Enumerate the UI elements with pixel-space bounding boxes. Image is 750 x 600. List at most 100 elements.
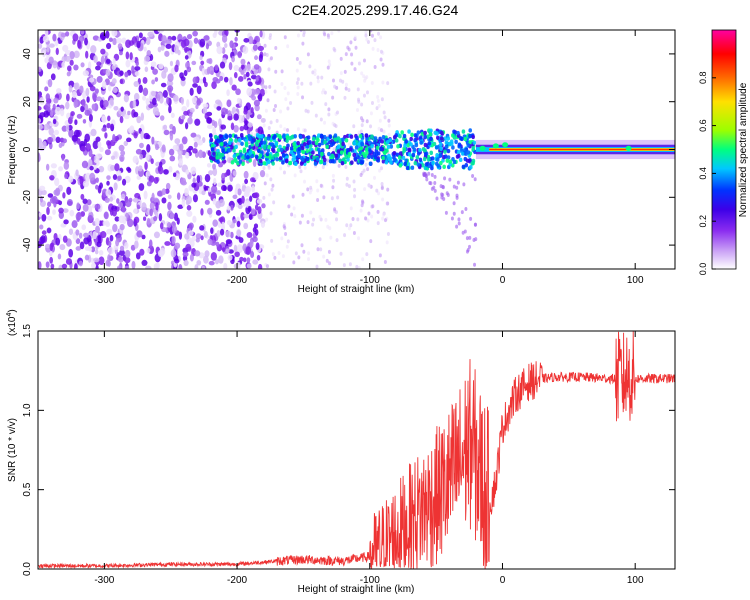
spectrogram-noise-blob [322, 254, 326, 259]
spectrogram-noise-blob [141, 259, 148, 267]
spectrogram-noise-blob [172, 94, 179, 102]
spectrogram-noise-blob [371, 46, 375, 51]
spectrogram-noise-blob [59, 108, 65, 117]
spectrogram-noise-blob [316, 247, 320, 252]
spectrogram-noise-blob [196, 260, 202, 266]
spectrogram-noise-blob [316, 198, 320, 203]
spectrogram-noise-blob [357, 61, 361, 66]
spectrogram-noise-blob [194, 118, 201, 126]
spectrogram-noise-blob [100, 48, 106, 55]
spectrogram-band-blob [308, 143, 313, 149]
spectrogram-noise-blob [132, 99, 137, 108]
spectrogram-noise-blob [327, 59, 331, 64]
spectrogram-noise-blob [73, 82, 78, 90]
spectrogram-noise-blob [45, 261, 50, 269]
spectrogram-noise-blob [379, 49, 383, 54]
spectrogram-noise-blob [54, 106, 62, 116]
spectrogram-band-blob [315, 157, 320, 162]
spectrogram-noise-blob [243, 222, 249, 230]
spectrogram-noise-blob [221, 107, 227, 116]
spectrogram-noise-blob [82, 203, 89, 212]
spectrogram-noise-blob [40, 47, 47, 55]
spectrogram-noise-blob [298, 165, 302, 170]
spectrogram-noise-blob [306, 187, 310, 192]
spectrogram-noise-blob [107, 254, 111, 263]
spectrogram-noise-blob [116, 170, 122, 176]
spectrogram-band-blob [266, 136, 271, 141]
spectrogram-band-blob [368, 140, 372, 145]
spectrogram-noise-blob [440, 195, 444, 200]
spectrogram-band-blob [431, 160, 435, 166]
spectrogram-band-blob [220, 152, 225, 158]
spectrogram-band-blob [250, 153, 255, 159]
spectrogram-noise-blob [353, 35, 357, 40]
spectrogram-noise-blob [188, 145, 194, 151]
spectrogram-noise-blob [133, 132, 138, 139]
spectrogram-noise-blob [98, 249, 104, 256]
spectrogram-noise-blob [381, 80, 385, 85]
spectrogram-noise-blob [250, 250, 255, 259]
spectrogram-noise-blob [184, 187, 189, 197]
spectrogram-band-blob [434, 145, 439, 150]
spectrogram-band-blob [461, 129, 466, 134]
spectrogram-noise-blob [146, 49, 152, 57]
spectrogram-band-blob [306, 135, 311, 140]
spectrogram-noise-blob [359, 129, 363, 134]
spectrogram-band-blob [410, 132, 414, 137]
spectrogram-noise-blob [277, 251, 281, 256]
spectrogram-noise-blob [331, 78, 335, 83]
colorbar-gradient [711, 29, 737, 270]
spectrogram-band-blob [305, 144, 310, 149]
spectrogram-noise-blob [260, 117, 266, 123]
spectrogram-band-blob [250, 139, 255, 144]
spectrogram-noise-blob [244, 178, 249, 184]
spectrogram-noise-blob [331, 173, 335, 178]
spectrogram-band-blob [327, 151, 331, 157]
spectrogram-noise-blob [86, 199, 92, 206]
spectrogram-noise-blob [223, 76, 229, 83]
spectrogram-band-blob [330, 153, 335, 159]
spectrogram-noise-blob [64, 55, 71, 62]
spectrogram-noise-blob [240, 211, 245, 221]
spectrogram-noise-blob [152, 68, 158, 75]
spectrogram-noise-blob [84, 133, 91, 143]
spectrogram-noise-blob [110, 123, 115, 132]
spectrogram-noise-blob [347, 87, 351, 92]
spectrogram-noise-blob [339, 71, 343, 76]
spectrogram-band-blob [301, 149, 306, 155]
spectrogram-noise-blob [254, 55, 259, 61]
spectrogram-noise-blob [128, 126, 135, 134]
spectrogram-noise-blob [119, 245, 125, 252]
spectrogram-noise-blob [450, 216, 454, 221]
spectrogram-noise-blob [202, 76, 207, 84]
spectrogram-noise-blob [216, 230, 221, 238]
spectrogram-noise-blob [473, 177, 477, 182]
spectrogram-band-blob [413, 160, 418, 166]
spectrogram-noise-blob [376, 221, 380, 226]
spectrogram-noise-blob [104, 132, 108, 139]
spectrogram-noise-blob [232, 218, 237, 224]
spectrogram-noise-blob [97, 234, 102, 244]
spectrogram-band-blob [336, 149, 341, 154]
spectrogram-noise-blob [269, 177, 273, 182]
spectrogram-band-blob [209, 137, 214, 143]
spectrogram-noise-blob [282, 224, 286, 229]
spectrogram-band-blob [373, 140, 377, 145]
spectrogram-noise-blob [382, 110, 386, 115]
y-tick-label: -40 [22, 237, 33, 252]
spectrogram-noise-blob [107, 246, 114, 255]
spectrogram-noise-blob [75, 169, 79, 177]
spectrogram-noise-blob [133, 111, 139, 118]
spectrogram-noise-blob [347, 47, 351, 52]
spectrogram-noise-blob [136, 204, 141, 210]
spectrogram-noise-blob [141, 234, 146, 240]
spectrogram-band-blob [293, 134, 297, 139]
spectrogram-band-blob [422, 156, 427, 162]
spectrogram-noise-blob [352, 231, 356, 236]
spectrogram-noise-blob [82, 198, 88, 205]
spectrogram-noise-blob [272, 107, 276, 112]
spectrogram-noise-blob [313, 71, 317, 76]
spectrogram-noise-blob [377, 31, 381, 36]
spectrogram-noise-blob [210, 252, 217, 261]
spectrogram-noise-blob [88, 114, 93, 122]
